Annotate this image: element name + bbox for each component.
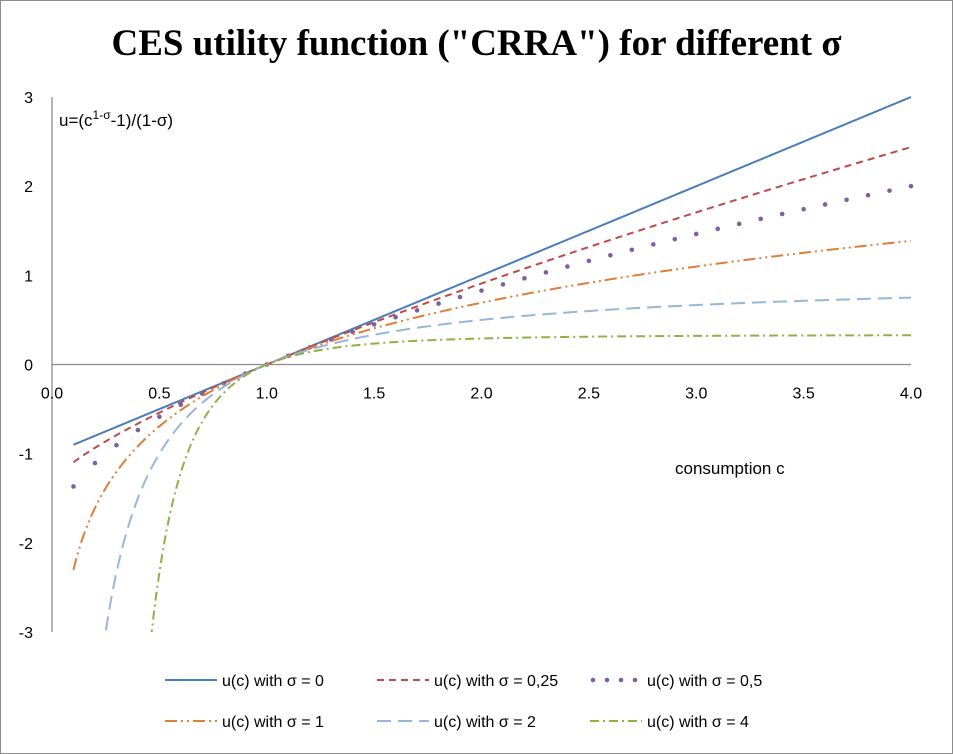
legend-item-sigma-0-25: u(c) with σ = 0,25 <box>377 673 558 690</box>
series-sigma-0-5-point <box>651 242 656 247</box>
series-sigma-0-5-point <box>71 484 76 489</box>
series-sigma-0-5-point <box>822 202 828 207</box>
series-sigma-0-5-point <box>629 247 635 253</box>
x-tick-label: 3.0 <box>685 386 707 403</box>
series-sigma-0-5-point <box>157 414 162 420</box>
y-axis-label-suffix: -1)/(1-σ) <box>111 111 173 130</box>
series-sigma-0-5-point <box>801 206 806 212</box>
axes <box>51 97 911 632</box>
legend-item-sigma-0-5: u(c) with σ = 0,5 <box>590 673 762 690</box>
legend-item-sigma-1: u(c) with σ = 1 <box>165 714 324 731</box>
series-lines <box>71 96 914 632</box>
series-sigma-0-5-point <box>758 216 763 222</box>
y-axis-label: u=(c1-σ-1)/(1-σ) <box>59 108 173 130</box>
series-sigma-4-line <box>150 334 911 632</box>
series-sigma-0-5-point <box>436 301 441 306</box>
series-sigma-0-5-point <box>178 402 184 407</box>
legend-item-sigma-2: u(c) with σ = 2 <box>377 714 536 731</box>
series-sigma-0-5-point <box>844 197 849 203</box>
series-sigma-0-5-point <box>865 192 871 198</box>
series-sigma-0-5-point <box>479 288 484 293</box>
legend-label: u(c) with σ = 2 <box>434 714 536 731</box>
x-tick-label: 0.5 <box>148 386 170 403</box>
x-tick-label: 3.5 <box>793 386 815 403</box>
series-sigma-0-5-point <box>114 442 119 448</box>
series-sigma-0-5-point <box>908 183 914 189</box>
series-sigma-2-line <box>104 296 912 632</box>
legend-label: u(c) with σ = 4 <box>647 714 749 731</box>
series-sigma-0-25-line <box>72 146 912 464</box>
series-sigma-0-5-point <box>393 314 398 320</box>
x-tick-label: 4.0 <box>900 386 922 403</box>
series-sigma-0-5-point <box>779 211 785 217</box>
x-tick-label: 1.5 <box>363 386 385 403</box>
series-sigma-0-5-point <box>736 221 742 227</box>
series-sigma-0-5-point <box>457 294 463 300</box>
x-tick-label: 2.0 <box>470 386 492 403</box>
y-tick-label: 3 <box>24 90 33 107</box>
series-sigma-0-5-point <box>715 226 721 232</box>
series-sigma-0-5-point <box>500 282 506 287</box>
series-sigma-0-5-point <box>522 276 527 281</box>
x-tick-label: 0.0 <box>41 386 63 403</box>
series-sigma-0-5-point <box>371 322 377 327</box>
series-sigma-0-5-point <box>608 252 613 258</box>
tick-labels: 3 2 1 0 -1 -2 -3 0.0 0.5 1.0 1.5 2.0 2.5 3.0 3.5 4.0 <box>19 90 922 642</box>
series-sigma-0-5-point <box>543 270 549 275</box>
legend-label: u(c) with σ = 1 <box>222 714 324 731</box>
x-tick-label: 1.0 <box>256 386 278 403</box>
y-axis-label-superscript: 1-σ <box>93 108 112 122</box>
series-sigma-0-5-point <box>350 329 355 335</box>
y-tick-label: -2 <box>19 536 33 553</box>
legend-swatch-dot <box>632 677 638 683</box>
legend-label: u(c) with σ = 0,25 <box>434 673 558 690</box>
y-tick-label: -3 <box>19 625 33 642</box>
y-tick-label: 0 <box>24 358 33 375</box>
x-axis-label: consumption c <box>675 459 785 478</box>
y-tick-label: 2 <box>24 179 33 196</box>
legend-label: u(c) with σ = 0,5 <box>647 673 762 690</box>
y-tick-label: -1 <box>19 447 33 464</box>
y-tick-label: 1 <box>24 268 33 285</box>
series-sigma-0-5-point <box>565 264 570 269</box>
x-tick-label: 2.5 <box>578 386 600 403</box>
y-axis-label-prefix: u=(c <box>59 111 93 130</box>
legend-swatch-dot <box>590 677 596 683</box>
chart-title: CES utility function ("CRRA") for differ… <box>111 23 842 64</box>
series-sigma-0-5-point <box>672 236 678 242</box>
legend: u(c) with σ = 0 u(c) with σ = 0,25 u(c) wi… <box>165 673 762 731</box>
legend-label: u(c) with σ = 0 <box>222 673 324 690</box>
series-sigma-0-5-points <box>71 183 914 489</box>
legend-item-sigma-0: u(c) with σ = 0 <box>165 673 324 690</box>
legend-swatch-dot <box>618 677 624 683</box>
series-sigma-0-5-point <box>586 258 592 264</box>
series-sigma-0-5-point <box>693 231 699 237</box>
series-sigma-1-line <box>72 239 912 571</box>
series-sigma-0-5-point <box>135 427 141 433</box>
legend-item-sigma-4: u(c) with σ = 4 <box>590 714 749 731</box>
series-sigma-0-5-point <box>92 460 98 466</box>
legend-swatch-dot <box>604 677 610 683</box>
series-sigma-0-5-point <box>414 308 420 313</box>
series-sigma-0-5-point <box>887 188 892 193</box>
